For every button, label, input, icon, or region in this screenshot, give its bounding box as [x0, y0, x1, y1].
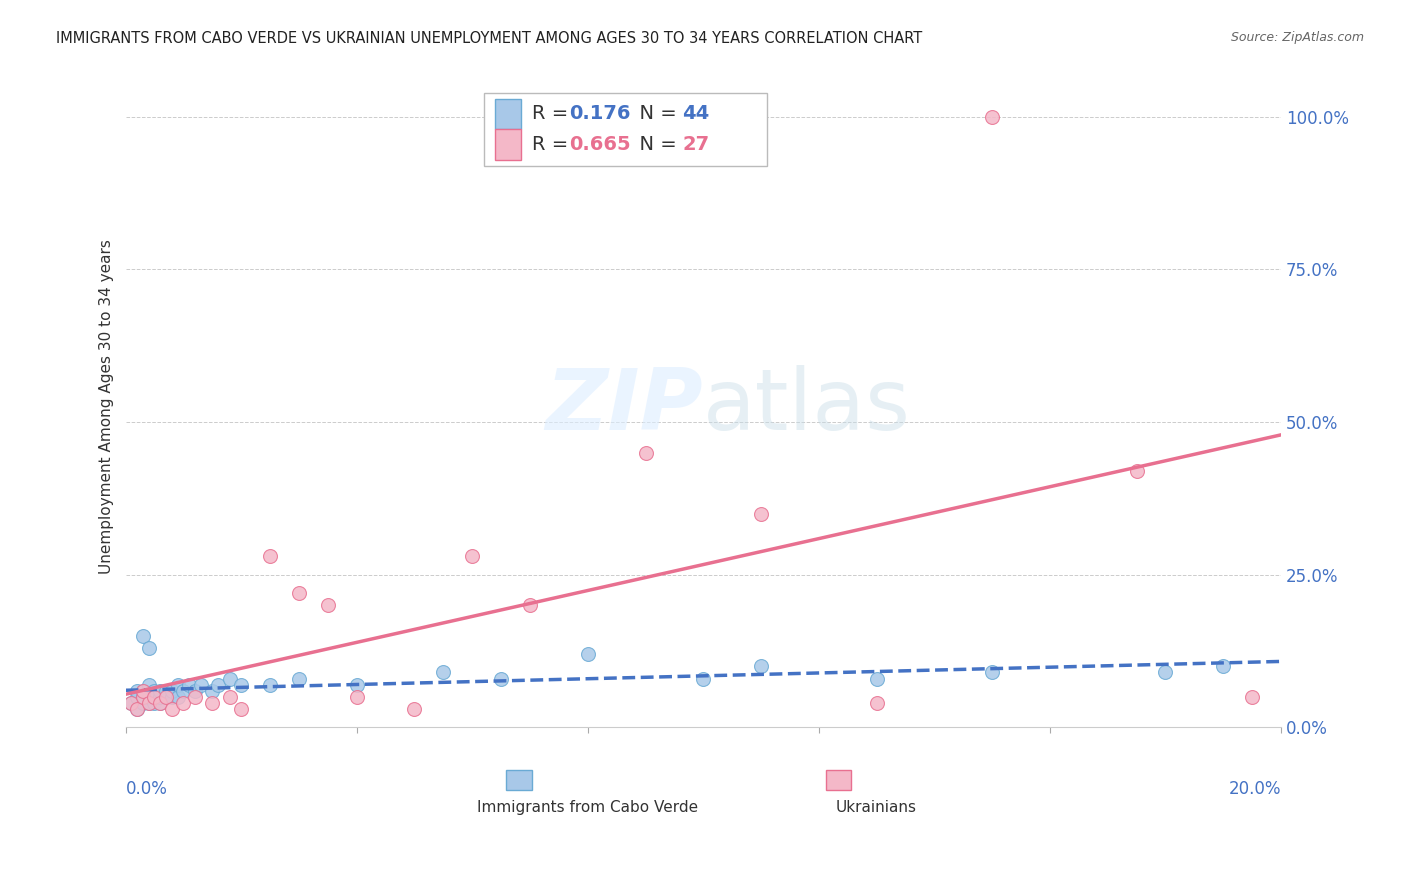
Text: 0.665: 0.665	[569, 136, 631, 154]
Text: 27: 27	[682, 136, 710, 154]
Point	[1212, 659, 1234, 673]
Point	[143, 696, 166, 710]
Point	[749, 507, 772, 521]
Point	[127, 702, 149, 716]
Point	[138, 690, 160, 704]
FancyBboxPatch shape	[484, 93, 766, 167]
Point	[201, 683, 224, 698]
Text: Source: ZipAtlas.com: Source: ZipAtlas.com	[1230, 31, 1364, 45]
Point	[132, 696, 155, 710]
Point	[231, 677, 253, 691]
Point	[981, 110, 1004, 124]
Point	[149, 690, 172, 704]
Point	[432, 665, 454, 680]
Point	[259, 677, 281, 691]
Point	[160, 683, 183, 698]
Point	[404, 702, 426, 716]
Text: 20.0%: 20.0%	[1229, 780, 1281, 798]
Point	[149, 696, 172, 710]
Point	[1241, 690, 1264, 704]
Point	[461, 549, 484, 564]
Point	[143, 690, 166, 704]
Point	[346, 690, 368, 704]
Point	[155, 683, 177, 698]
FancyBboxPatch shape	[495, 129, 520, 160]
Point	[576, 647, 599, 661]
Point	[692, 672, 714, 686]
Point	[218, 672, 240, 686]
Point	[288, 672, 311, 686]
Point	[132, 683, 155, 698]
Point	[132, 690, 155, 704]
Point	[166, 690, 188, 704]
Point	[179, 677, 201, 691]
Point	[184, 683, 207, 698]
Text: Ukrainians: Ukrainians	[837, 799, 917, 814]
Point	[288, 586, 311, 600]
Point	[132, 629, 155, 643]
Point	[132, 690, 155, 704]
Text: ZIP: ZIP	[546, 366, 703, 449]
Point	[316, 599, 339, 613]
Point	[172, 683, 194, 698]
Text: atlas: atlas	[703, 366, 911, 449]
Point	[160, 690, 183, 704]
Point	[138, 640, 160, 655]
Point	[749, 659, 772, 673]
Text: N =: N =	[627, 104, 683, 123]
Text: R =: R =	[533, 136, 575, 154]
Point	[120, 696, 142, 710]
Point	[231, 702, 253, 716]
Point	[981, 665, 1004, 680]
Point	[346, 677, 368, 691]
Text: 0.176: 0.176	[569, 104, 631, 123]
Text: Immigrants from Cabo Verde: Immigrants from Cabo Verde	[477, 799, 699, 814]
Text: N =: N =	[627, 136, 683, 154]
Point	[519, 599, 541, 613]
Point	[865, 672, 887, 686]
Point	[634, 445, 657, 459]
Point	[218, 690, 240, 704]
Point	[489, 672, 512, 686]
Text: R =: R =	[533, 104, 575, 123]
Point	[155, 690, 177, 704]
Point	[138, 696, 160, 710]
Text: 44: 44	[682, 104, 710, 123]
Point	[190, 677, 212, 691]
FancyBboxPatch shape	[495, 98, 520, 129]
Point	[143, 683, 166, 698]
Point	[149, 683, 172, 698]
Point	[865, 696, 887, 710]
Point	[201, 696, 224, 710]
Point	[120, 696, 142, 710]
Y-axis label: Unemployment Among Ages 30 to 34 years: Unemployment Among Ages 30 to 34 years	[100, 239, 114, 574]
Point	[138, 696, 160, 710]
Text: IMMIGRANTS FROM CABO VERDE VS UKRAINIAN UNEMPLOYMENT AMONG AGES 30 TO 34 YEARS C: IMMIGRANTS FROM CABO VERDE VS UKRAINIAN …	[56, 31, 922, 46]
Text: 0.0%: 0.0%	[125, 780, 167, 798]
Point	[138, 677, 160, 691]
Point	[127, 690, 149, 704]
Point	[127, 683, 149, 698]
Point	[184, 690, 207, 704]
Point	[166, 677, 188, 691]
Point	[1125, 464, 1147, 478]
Point	[1154, 665, 1177, 680]
Point	[149, 696, 172, 710]
Point	[259, 549, 281, 564]
Point	[172, 696, 194, 710]
Point	[132, 683, 155, 698]
Point	[155, 690, 177, 704]
Point	[127, 702, 149, 716]
Point	[143, 690, 166, 704]
Point	[207, 677, 229, 691]
Point	[160, 702, 183, 716]
